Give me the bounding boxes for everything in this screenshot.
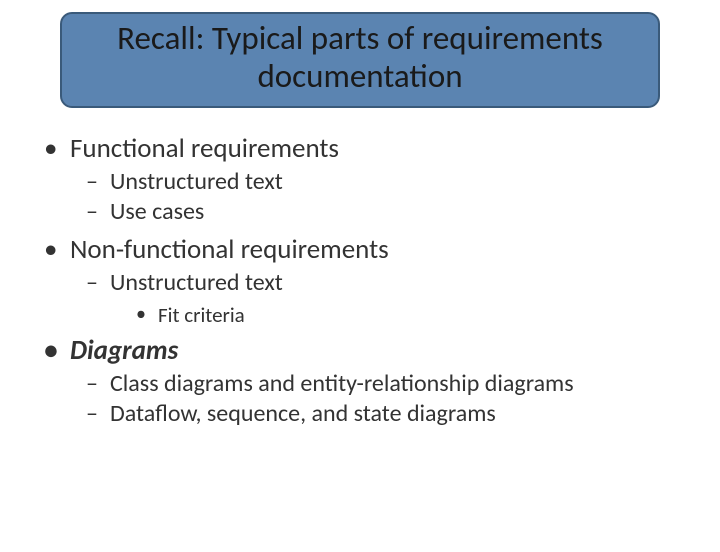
bullet-level-1: Functional requirements xyxy=(70,132,680,165)
bullet-level-2: Unstructured text xyxy=(110,167,680,197)
bullet-level-3: Fit criteria xyxy=(158,302,680,328)
bullet-level-2: Class diagrams and entity-relationship d… xyxy=(110,369,680,399)
bullet-level-2: Dataflow, sequence, and state diagrams xyxy=(110,399,680,429)
bullet-level-1-emphasis: Diagrams xyxy=(70,334,680,367)
bullet-level-1: Non-functional requirements xyxy=(70,233,680,266)
slide-title-box: Recall: Typical parts of requirements do… xyxy=(60,12,660,108)
slide-title: Recall: Typical parts of requirements do… xyxy=(82,20,638,96)
bullet-level-2: Unstructured text xyxy=(110,268,680,298)
slide-content: Functional requirements Unstructured tex… xyxy=(0,108,720,429)
bullet-level-2: Use cases xyxy=(110,197,680,227)
